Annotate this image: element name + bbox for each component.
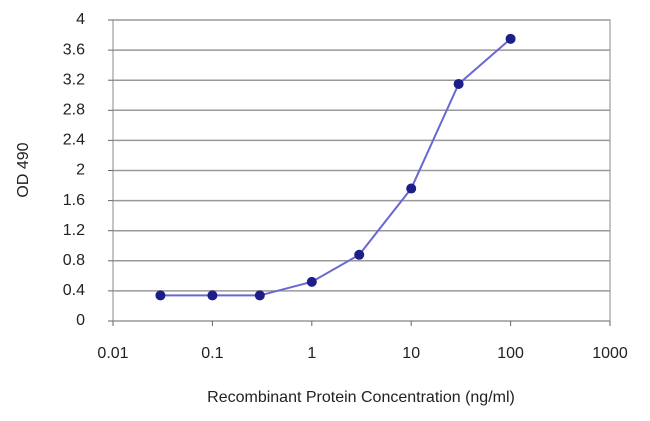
y-tick-label: 1.6 <box>63 192 85 209</box>
y-tick-label: 4 <box>76 11 85 28</box>
y-tick-label: 2.8 <box>63 102 85 119</box>
data-point <box>306 276 317 287</box>
x-tick-label: 10 <box>402 345 420 362</box>
y-tick-label: 1.2 <box>63 222 85 239</box>
data-point <box>354 249 365 260</box>
y-tick-label: 2.4 <box>63 132 85 149</box>
x-tick-label: 0.01 <box>97 345 128 362</box>
data-point <box>406 183 417 194</box>
y-axis-label: OD 490 <box>15 142 32 197</box>
y-tick-label: 0.4 <box>63 282 85 299</box>
data-point <box>254 290 265 301</box>
x-tick-label: 0.1 <box>201 345 223 362</box>
y-tick-label: 0.8 <box>63 252 85 269</box>
x-tick-label: 1000 <box>592 345 628 362</box>
data-point <box>505 33 516 44</box>
y-tick-label: 3.6 <box>63 41 85 58</box>
y-tick-label: 2 <box>76 162 85 179</box>
x-tick-label: 100 <box>497 345 524 362</box>
data-point <box>453 78 464 89</box>
data-point <box>155 290 166 301</box>
x-tick-label: 1 <box>307 345 316 362</box>
data-line <box>160 38 512 297</box>
y-tick-label: 0 <box>76 312 85 329</box>
x-axis-label: Recombinant Protein Concentration (ng/ml… <box>207 389 515 406</box>
y-tick-label: 3.2 <box>63 71 85 88</box>
data-point <box>207 290 218 301</box>
